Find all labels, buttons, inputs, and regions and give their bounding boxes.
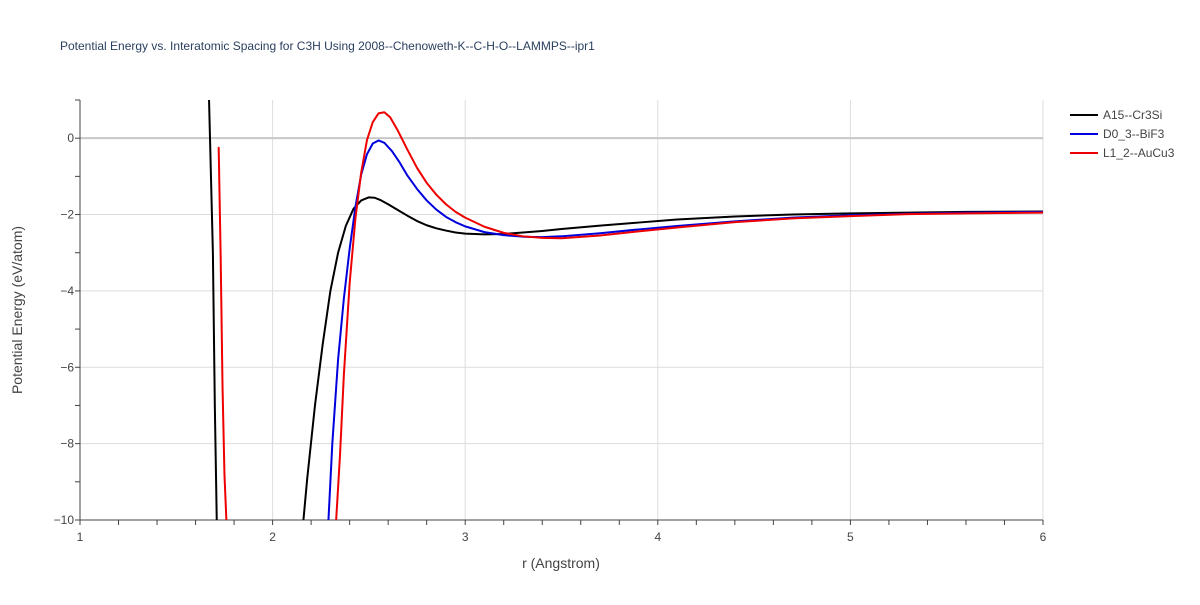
series-line (217, 146, 228, 520)
series-layer (208, 100, 1043, 520)
legend-label: D0_3--BiF3 (1103, 127, 1165, 141)
x-tick-label: 5 (847, 530, 854, 544)
legend-label: L1_2--AuCu3 (1103, 146, 1175, 160)
series-line (302, 196, 1043, 520)
x-tick-label: 4 (654, 530, 661, 544)
series-group (217, 111, 1043, 520)
y-tick-label: −8 (60, 437, 74, 451)
x-tick-label: 2 (269, 530, 276, 544)
series-group (327, 139, 1043, 520)
y-tick-label: −6 (60, 360, 74, 374)
x-tick-label: 3 (462, 530, 469, 544)
legend-label: A15--Cr3Si (1103, 108, 1162, 122)
chart-title: Potential Energy vs. Interatomic Spacing… (60, 39, 595, 53)
y-axis-title: Potential Energy (eV/atom) (9, 226, 25, 394)
y-tick-label: −4 (60, 284, 74, 298)
axes-layer: 1 2 3 4 5 6 −10 −8 −6 −4 −2 0 (54, 99, 1047, 544)
legend: A15--Cr3Si D0_3--BiF3 L1_2--AuCu3 (1070, 108, 1175, 160)
series-line (327, 139, 1043, 520)
x-tick-label: 1 (77, 530, 84, 544)
series-line (335, 111, 1043, 520)
y-tick-label: 0 (67, 131, 74, 145)
y-tick-label: −10 (54, 513, 75, 527)
x-axis-title: r (Angstrom) (522, 555, 600, 571)
series-line (208, 100, 218, 520)
y-tick-label: −2 (60, 208, 74, 222)
x-tick-label: 6 (1040, 530, 1047, 544)
series-group (208, 100, 1043, 520)
